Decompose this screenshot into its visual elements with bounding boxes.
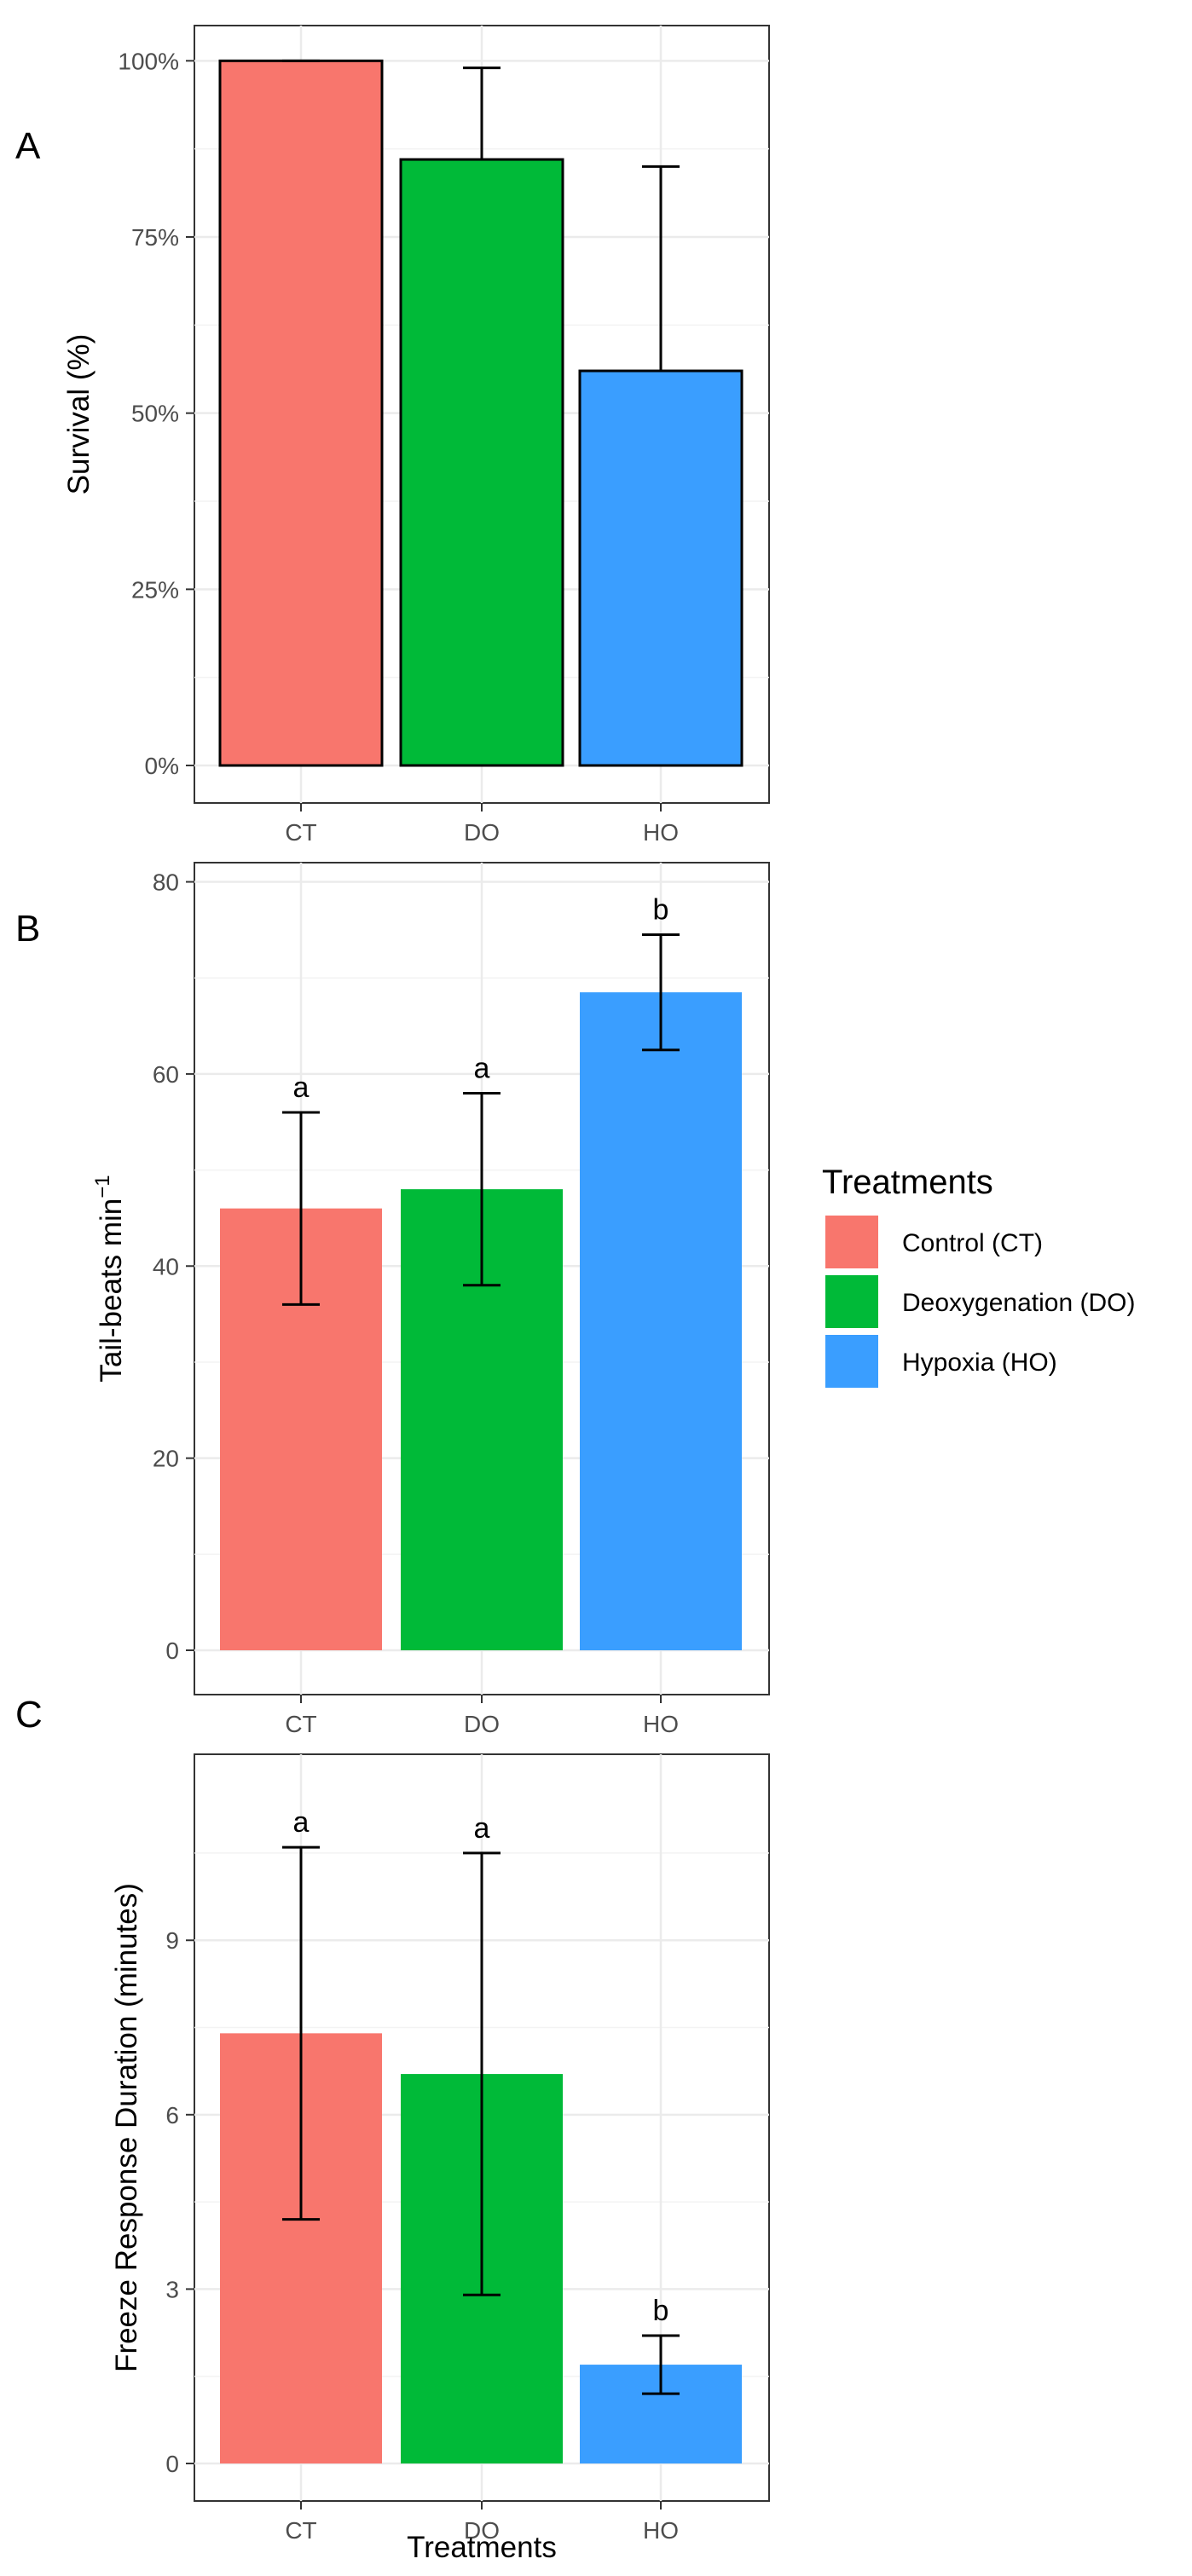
panel-b-y-tick-label: 40 — [153, 1253, 179, 1279]
panel-a-y-tick-label: 100% — [118, 48, 179, 74]
panel-c-error-bar-ho — [642, 2334, 680, 2395]
panel-b-significance-ho: b — [653, 894, 669, 927]
panel-a-x-tick-label-do: DO — [464, 819, 500, 846]
panel-a-bar-do — [399, 158, 564, 767]
panel-a-x-tick-label-ct: CT — [285, 819, 316, 846]
panel-b-error-bar-ho — [642, 933, 680, 1052]
panel-c-x-axis-label: Treatments — [407, 2531, 557, 2564]
panel-b-error-bars — [282, 933, 680, 1306]
panel-a-error-bars — [282, 59, 680, 372]
panel-b-significance-do: a — [474, 1052, 490, 1084]
legend-label-ho: Hypoxia (HO) — [902, 1349, 1057, 1377]
panel-a-y-tick-label: 0% — [145, 753, 179, 779]
panel-a-error-bar-ho — [642, 165, 680, 372]
panel-c-x-ticks: CT DO HO — [285, 2501, 679, 2544]
panel-a-x-tick-label-ho: HO — [643, 819, 679, 846]
panel-a-bar-ct — [218, 59, 384, 767]
panel-c-error-bar-do — [463, 1851, 501, 2296]
panel-a-x-ticks: CT DO HO — [285, 803, 679, 846]
panel-b-y-tick-label: 0 — [165, 1637, 179, 1664]
panel-c-error-bar-ct — [282, 1845, 320, 2221]
panel-c-y-tick-label: 3 — [165, 2276, 179, 2302]
legend-swatch-ho — [825, 1335, 878, 1388]
panel-a-y-tick-label: 75% — [131, 224, 179, 251]
panel-b-x-tick-label-ct: CT — [285, 1711, 316, 1737]
panel-b-x-ticks: CT DO HO — [285, 1695, 679, 1737]
panel-b-y-axis-label-superscript: −1 — [91, 1175, 114, 1198]
panel-a-y-tick-label: 50% — [131, 401, 179, 427]
panel-b-x-tick-label-do: DO — [464, 1711, 500, 1737]
panel-c-significance: a a b — [293, 1806, 669, 2327]
panel-a-bar-ho — [578, 369, 744, 767]
panel-c-y-tick-label: 0 — [165, 2451, 179, 2477]
panel-c-y-axis-label: Freeze Response Duration (minutes) — [110, 1883, 143, 2372]
panel-b-y-axis-label-text: Tail-beats min — [95, 1198, 128, 1383]
panel-b: B a a b 0 20 40 60 80 CT DO HO Tail-beats min−1 — [15, 862, 770, 1737]
panel-b-significance-ct: a — [293, 1071, 310, 1104]
panel-b-y-ticks: 0 20 40 60 80 — [153, 869, 194, 1664]
panel-b-significance: a a b — [293, 894, 669, 1104]
panel-c-x-tick-label-ct: CT — [285, 2517, 316, 2544]
panel-c-y-ticks: 0 3 6 9 — [165, 1927, 194, 2477]
panel-b-y-axis-label: Tail-beats min−1 — [91, 1175, 128, 1382]
panel-c-y-tick-label: 9 — [165, 1927, 179, 1954]
panel-b-y-tick-label: 60 — [153, 1061, 179, 1088]
legend-label-ct: Control (CT) — [902, 1229, 1043, 1257]
legend: Treatments Control (CT) Deoxygenation (D… — [822, 1164, 1135, 1388]
legend-swatch-ct — [825, 1216, 878, 1268]
panel-a-y-axis-label: Survival (%) — [62, 334, 95, 495]
panel-c-letter: C — [15, 1694, 43, 1736]
panel-a-y-tick-label: 25% — [131, 576, 179, 603]
legend-swatch-do — [825, 1275, 878, 1328]
panel-b-x-tick-label-ho: HO — [643, 1711, 679, 1737]
panel-a-error-bar-do — [463, 66, 501, 160]
panel-c-error-bars — [282, 1845, 680, 2395]
panel-b-letter: B — [15, 908, 40, 950]
panel-c-significance-ho: b — [653, 2295, 669, 2327]
panel-c-significance-ct: a — [293, 1806, 310, 1839]
panel-a: A 0% 25% 50% 75% 100% CT DO HO Survival (%) — [15, 25, 770, 846]
panel-c-significance-do: a — [474, 1812, 490, 1845]
panel-a-y-ticks: 0% 25% 50% 75% 100% — [118, 48, 194, 779]
panel-b-error-bar-do — [463, 1091, 501, 1287]
panel-a-letter: A — [15, 125, 41, 167]
panel-b-y-tick-label: 20 — [153, 1446, 179, 1472]
panel-c-x-tick-label-do: DO — [464, 2517, 500, 2544]
legend-title: Treatments — [822, 1164, 993, 1201]
panel-c: C a a b 0 3 6 9 CT DO HO Freeze Response Durati… — [15, 1694, 770, 2564]
legend-label-do: Deoxygenation (DO) — [902, 1289, 1135, 1317]
panel-a-bars — [218, 59, 744, 767]
panel-c-y-tick-label: 6 — [165, 2102, 179, 2128]
panel-b-error-bar-ct — [282, 1111, 320, 1306]
panel-b-y-tick-label: 80 — [153, 869, 179, 896]
panel-c-x-tick-label-ho: HO — [643, 2517, 679, 2544]
panel-b-bar-ho — [580, 992, 742, 1650]
